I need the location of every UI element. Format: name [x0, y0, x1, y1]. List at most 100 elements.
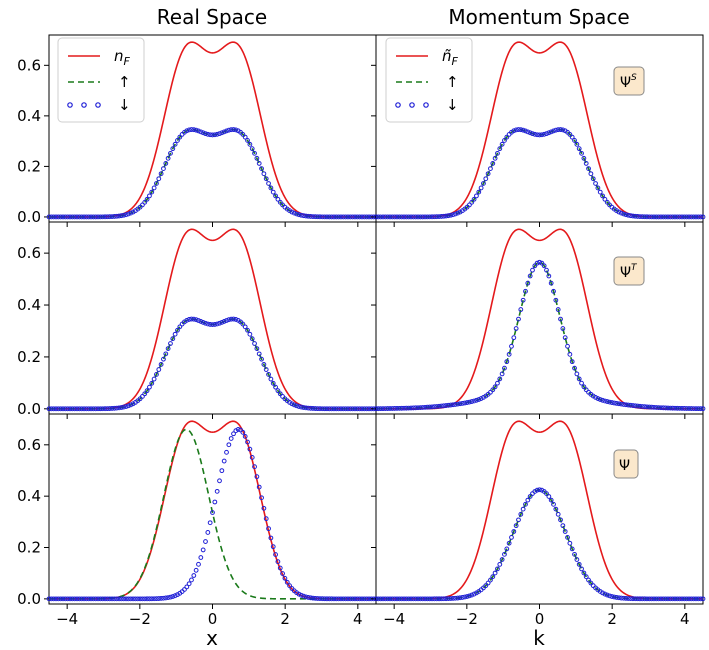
series-point-down [583, 387, 589, 393]
series-point-down [81, 406, 87, 412]
series-point-down [644, 214, 650, 220]
series-point-down [546, 130, 552, 136]
series-point-down [700, 214, 706, 220]
series-point-down [455, 401, 461, 407]
series-point-down [457, 401, 463, 407]
badge-psi: Ψ [613, 449, 639, 479]
series-point-down [347, 406, 353, 412]
series-point-down [224, 318, 229, 323]
series-point-down [268, 535, 274, 541]
series-point-down [100, 596, 106, 602]
series-point-down [417, 405, 423, 411]
series-point-down [338, 406, 344, 412]
series-point-down [364, 596, 370, 602]
series-point-down [168, 150, 173, 156]
series-point-down [175, 327, 180, 333]
y-tick-label: 0.4 [17, 296, 41, 314]
series-point-down [242, 324, 248, 330]
series-point-down [303, 405, 309, 411]
legend-real-space: nF ↑ ↓ [57, 37, 145, 123]
series-point-down [221, 458, 227, 464]
series-point-down [460, 595, 465, 600]
series-point-down [165, 346, 171, 352]
series-point-down [114, 596, 120, 602]
series-point-down [392, 214, 398, 220]
series-point-down [55, 596, 61, 602]
series-point-down [67, 214, 73, 220]
series-point-down [296, 591, 302, 597]
series-point-down [88, 406, 94, 412]
series-point-down [352, 214, 358, 220]
series-point-down [107, 214, 113, 220]
series-point-down [305, 595, 311, 600]
series-point-down [226, 317, 232, 323]
series-point-down [681, 406, 687, 411]
series-point-down [277, 565, 283, 571]
series-point-down [649, 596, 655, 602]
series-point-down [280, 571, 285, 576]
series-point-down [315, 406, 321, 412]
series-point-down [172, 141, 178, 147]
series-point-down [326, 596, 332, 602]
series-point-down [93, 214, 99, 220]
series-point-down [635, 596, 640, 602]
series-point-down [200, 130, 206, 136]
series-point-down [539, 132, 545, 138]
series-point-down [474, 397, 479, 403]
series-point-down [329, 596, 335, 602]
series-point-down [79, 406, 85, 412]
series-point-down [119, 405, 124, 410]
series-point-down [572, 365, 577, 371]
series-point-down [191, 316, 197, 322]
series-point-down [102, 596, 108, 602]
series-point-down [161, 166, 166, 172]
series-point-down [296, 404, 302, 409]
legend-box [385, 37, 473, 123]
series-point-down [308, 405, 314, 411]
series-point-down [233, 317, 239, 322]
series-point-down [329, 214, 335, 220]
series-point-down [394, 214, 400, 220]
series-point-down [79, 214, 85, 220]
series-point-down [128, 596, 134, 602]
series-point-down [177, 134, 183, 140]
series-point-down [156, 176, 162, 182]
series-point-down [46, 406, 52, 412]
series-point-down [221, 129, 227, 135]
series-point-down [399, 405, 405, 411]
series-point-down [361, 406, 367, 412]
series-point-down [184, 128, 190, 134]
series-point-down [86, 214, 92, 220]
series-point-down [312, 595, 318, 601]
series-point-down [439, 596, 444, 602]
series-point-down [646, 404, 652, 410]
series-point-down [530, 131, 535, 137]
series-point-down [331, 406, 337, 412]
series-point-down [567, 351, 573, 357]
series-point-down [621, 211, 626, 217]
series-point-down [609, 594, 615, 599]
series-point-down [130, 596, 136, 602]
series-point-down [450, 596, 456, 601]
series-point-down [226, 127, 232, 133]
series-point-down [51, 406, 57, 412]
series-point-down [133, 596, 138, 602]
series-point-down [502, 365, 507, 371]
series-point-down [656, 214, 662, 220]
series-point-down [345, 406, 351, 412]
series-point-down [448, 596, 454, 601]
series-point-down [429, 214, 435, 220]
series-line-n-f [49, 228, 376, 410]
series-point-down [628, 402, 633, 408]
series-point-down [478, 185, 484, 191]
series-point-down [60, 406, 66, 412]
series-point-down [422, 214, 428, 220]
series-point-down [520, 506, 526, 512]
series-point-down [217, 320, 222, 326]
series-point-down [499, 371, 505, 377]
series-point-down [593, 181, 598, 186]
series-point-down [256, 484, 262, 490]
badge-box [613, 256, 645, 286]
series-point-down [558, 127, 563, 132]
